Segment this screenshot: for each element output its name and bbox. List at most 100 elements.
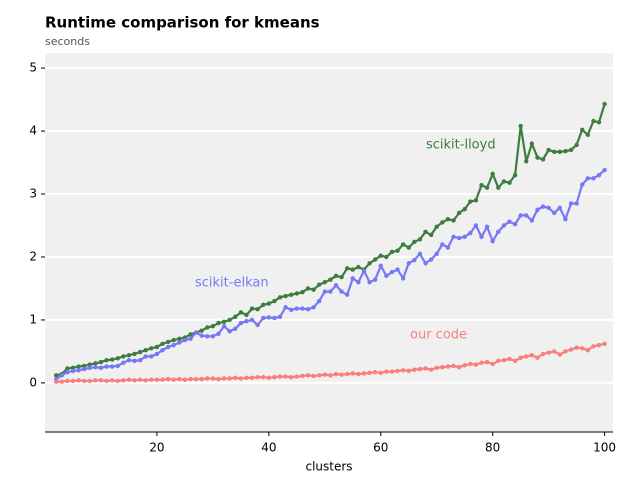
data-point [221,376,227,381]
data-point [317,298,322,304]
data-point [412,367,417,372]
data-point [199,333,204,338]
data-point [249,375,255,381]
data-point [468,361,473,367]
data-point [294,374,300,379]
data-point [143,347,148,353]
data-point [98,378,104,383]
data-point [591,118,596,124]
data-point [277,314,283,319]
data-point [479,234,484,240]
data-point [568,147,574,153]
data-point [333,283,339,288]
data-point [372,257,378,262]
data-point [266,301,272,306]
data-point [149,354,154,359]
data-point [395,368,400,374]
data-point [205,334,210,339]
data-point [65,366,70,371]
data-point [115,363,120,369]
data-point [412,239,417,245]
data-point [205,376,210,381]
data-point [81,366,87,372]
data-point [255,322,260,328]
data-point [473,198,479,203]
x-tick-label: 40 [261,441,276,455]
data-point [344,371,350,377]
data-point [468,230,473,236]
data-point [479,360,484,365]
data-point [272,315,277,321]
data-point [496,358,501,364]
data-point [518,213,523,218]
data-point [87,362,92,367]
data-point [81,363,87,369]
data-point [289,375,294,380]
data-point [496,185,501,190]
data-point [350,276,355,281]
data-point [193,330,199,335]
data-point [518,123,523,129]
data-point [221,324,227,329]
data-point [484,359,490,365]
data-point [557,352,563,357]
data-point [261,375,266,380]
data-point [193,376,199,382]
y-tick-label: 3 [29,187,37,201]
data-point [93,361,98,366]
data-point [188,332,193,337]
data-point [59,379,64,384]
data-point [496,229,501,234]
data-point [160,341,165,347]
data-point [423,366,428,371]
data-point [210,324,216,329]
data-point [462,363,467,368]
data-point [356,279,361,285]
data-point [372,277,378,282]
data-point [580,346,585,351]
data-point [249,317,255,323]
data-point [585,176,591,181]
data-point [596,120,602,125]
data-point [591,344,596,349]
data-point [552,149,557,155]
data-point [445,245,451,250]
data-point [244,375,249,381]
data-point [210,376,216,381]
x-tick-label: 100 [593,441,616,455]
data-point [98,365,104,370]
data-point [602,341,607,347]
data-point [154,344,160,350]
data-point [557,205,563,211]
data-point [434,224,439,229]
data-point [451,234,456,240]
data-point [266,375,272,381]
data-point [451,363,456,369]
data-point [154,377,160,382]
data-point [501,179,507,184]
series-label: scikit-lloyd [426,138,496,153]
data-point [59,373,64,378]
data-point [294,291,300,296]
data-point [115,356,120,361]
data-point [305,307,311,312]
chart-subtitle: seconds [45,35,90,48]
data-point [434,365,439,370]
y-tick-label: 0 [29,375,37,389]
data-point [126,377,132,382]
data-point [400,242,406,247]
data-point [210,334,216,339]
data-point [490,239,495,244]
data-point [261,315,266,321]
data-point [76,364,81,369]
data-point [328,289,333,294]
data-point [160,347,165,353]
data-point [501,223,507,228]
data-point [339,372,344,377]
data-point [372,369,378,375]
data-point [535,207,540,212]
data-point [339,274,344,280]
data-point [378,253,383,258]
data-point [137,377,143,382]
data-point [300,290,305,295]
